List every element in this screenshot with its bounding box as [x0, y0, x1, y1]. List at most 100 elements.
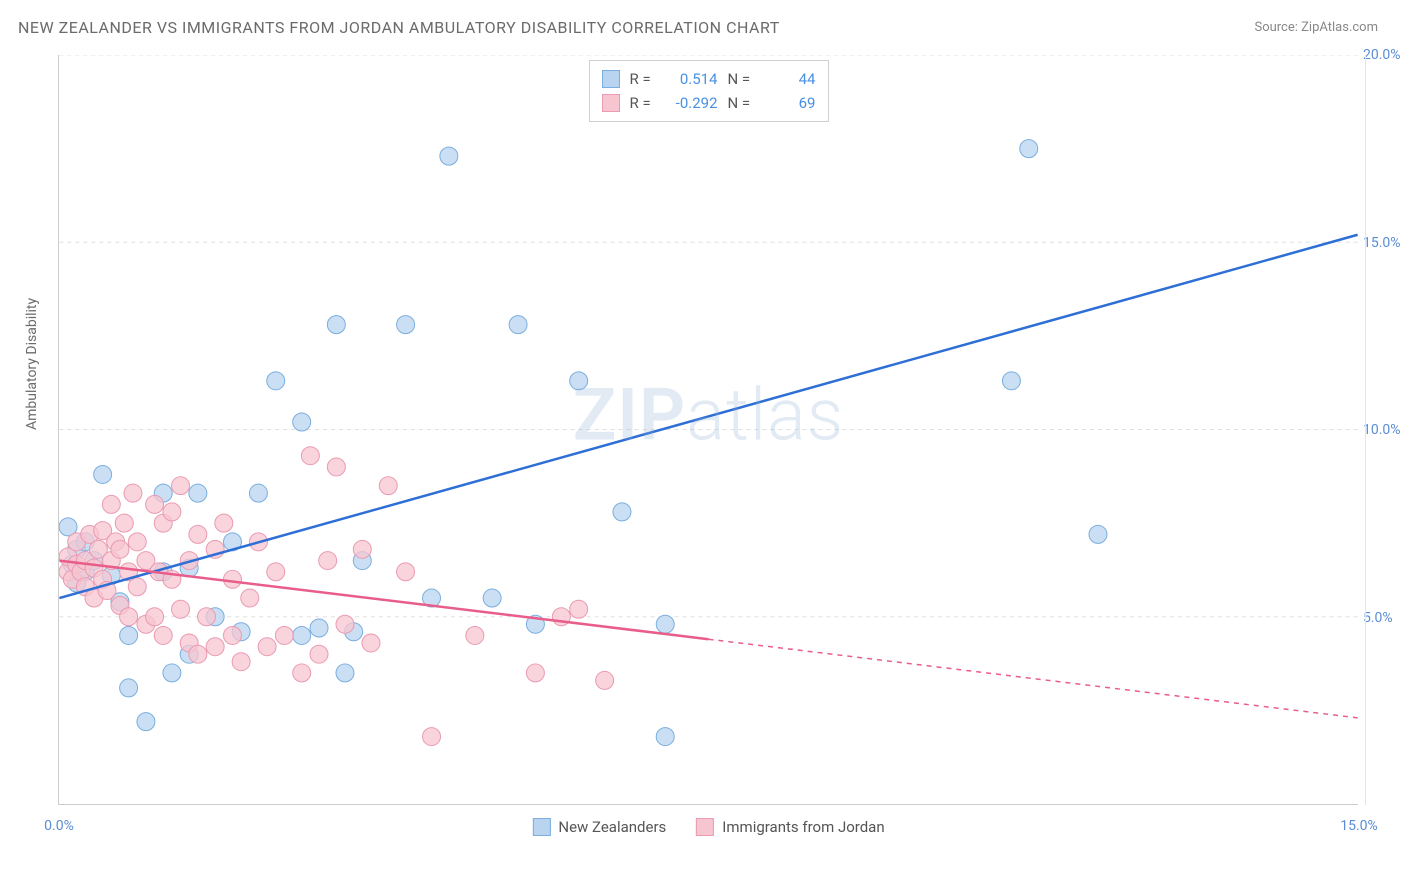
right-border — [1365, 55, 1366, 805]
r-label: R = — [630, 67, 658, 91]
series-legend-label: New Zealanders — [558, 818, 666, 836]
scatter-point — [319, 552, 337, 570]
scatter-point — [483, 589, 501, 607]
series-legend-item: New Zealanders — [532, 818, 666, 836]
scatter-point — [115, 514, 133, 532]
scatter-point — [94, 465, 112, 483]
scatter-point — [310, 619, 328, 637]
scatter-point — [362, 634, 380, 652]
chart-title: NEW ZEALANDER VS IMMIGRANTS FROM JORDAN … — [18, 18, 780, 37]
x-tick-label: 0.0% — [44, 818, 74, 834]
legend-swatch — [532, 818, 550, 836]
x-tick-label: 15.0% — [1340, 818, 1378, 834]
scatter-point — [267, 372, 285, 390]
r-label: R = — [630, 91, 658, 115]
chart-source: Source: ZipAtlas.com — [1254, 20, 1378, 35]
scatter-point — [154, 626, 172, 644]
scatter-point — [526, 664, 544, 682]
scatter-point — [570, 600, 588, 618]
chart-header: NEW ZEALANDER VS IMMIGRANTS FROM JORDAN … — [0, 0, 1406, 45]
scatter-point — [198, 608, 216, 626]
scatter-point — [293, 413, 311, 431]
scatter-point — [120, 626, 138, 644]
scatter-point — [146, 608, 164, 626]
scatter-point — [163, 664, 181, 682]
scatter-point — [1002, 372, 1020, 390]
scatter-point — [189, 525, 207, 543]
scatter-point — [509, 316, 527, 334]
scatter-point — [163, 503, 181, 521]
scatter-point — [327, 458, 345, 476]
scatter-point — [111, 540, 129, 558]
scatter-point — [301, 447, 319, 465]
chart-plot-area: ZIPatlas R =0.514N =44R =-0.292N =69 New… — [58, 55, 1358, 805]
scatter-point — [232, 653, 250, 671]
scatter-plot-svg — [59, 55, 1358, 804]
scatter-point — [137, 713, 155, 731]
scatter-point — [128, 533, 146, 551]
n-label: N = — [728, 67, 756, 91]
scatter-point — [258, 638, 276, 656]
scatter-point — [172, 600, 190, 618]
scatter-point — [656, 615, 674, 633]
scatter-point — [440, 147, 458, 165]
scatter-point — [120, 608, 138, 626]
scatter-point — [120, 679, 138, 697]
scatter-point — [353, 540, 371, 558]
scatter-point — [1089, 525, 1107, 543]
scatter-point — [293, 626, 311, 644]
scatter-point — [223, 626, 241, 644]
scatter-point — [124, 484, 142, 502]
y-tick-label: 20.0% — [1363, 47, 1406, 63]
scatter-point — [267, 563, 285, 581]
series-legend-item: Immigrants from Jordan — [696, 818, 884, 836]
series-legend-label: Immigrants from Jordan — [722, 818, 884, 836]
scatter-point — [102, 495, 120, 513]
scatter-point — [223, 570, 241, 588]
scatter-point — [397, 563, 415, 581]
y-tick-label: 10.0% — [1363, 422, 1406, 438]
r-value: 0.514 — [668, 67, 718, 91]
scatter-point — [336, 615, 354, 633]
scatter-point — [172, 477, 190, 495]
scatter-point — [215, 514, 233, 532]
y-tick-label: 5.0% — [1363, 610, 1406, 626]
correlation-legend: R = 0.514 N = 44 R = -0.292 N = 69 — [589, 60, 829, 122]
scatter-point — [336, 664, 354, 682]
scatter-point — [146, 495, 164, 513]
scatter-point — [293, 664, 311, 682]
scatter-point — [1020, 140, 1038, 158]
regression-line — [59, 235, 1357, 598]
scatter-point — [656, 728, 674, 746]
scatter-point — [241, 589, 259, 607]
scatter-point — [310, 645, 328, 663]
n-value: 69 — [766, 91, 816, 115]
scatter-point — [397, 316, 415, 334]
legend-swatch — [696, 818, 714, 836]
regression-line-extrapolated — [709, 639, 1358, 718]
n-label: N = — [728, 91, 756, 115]
scatter-point — [249, 484, 267, 502]
scatter-point — [327, 316, 345, 334]
legend-swatch — [602, 94, 620, 112]
scatter-point — [423, 728, 441, 746]
scatter-point — [189, 484, 207, 502]
scatter-point — [613, 503, 631, 521]
scatter-point — [570, 372, 588, 390]
correlation-legend-row: R = 0.514 N = 44 — [602, 67, 816, 91]
y-axis-label: Ambulatory Disability — [24, 298, 40, 430]
n-value: 44 — [766, 67, 816, 91]
scatter-point — [189, 645, 207, 663]
y-tick-label: 15.0% — [1363, 235, 1406, 251]
legend-swatch — [602, 70, 620, 88]
correlation-legend-row: R = -0.292 N = 69 — [602, 91, 816, 115]
scatter-point — [379, 477, 397, 495]
scatter-point — [275, 626, 293, 644]
regression-line — [59, 561, 708, 640]
series-legend: New Zealanders Immigrants from Jordan — [532, 818, 884, 836]
scatter-point — [466, 626, 484, 644]
scatter-point — [128, 578, 146, 596]
r-value: -0.292 — [668, 91, 718, 115]
scatter-point — [596, 671, 614, 689]
scatter-point — [206, 638, 224, 656]
